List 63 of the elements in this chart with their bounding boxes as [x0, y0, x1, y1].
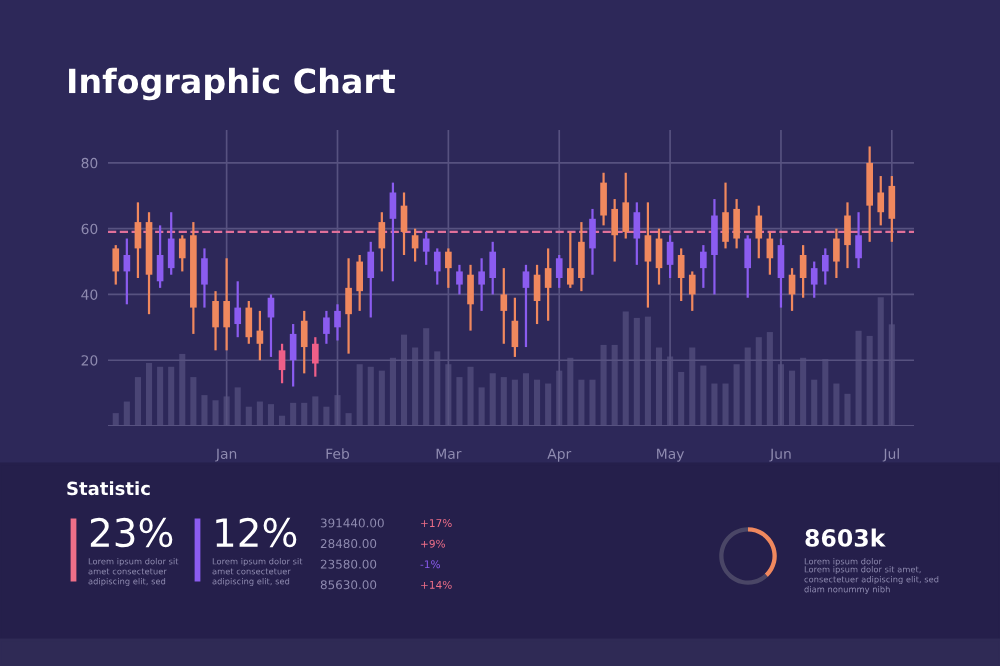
candlestick — [300, 309, 308, 375]
candlestick — [112, 244, 120, 286]
candlestick — [844, 201, 851, 270]
text: 12% — [216, 517, 297, 548]
candlestick — [223, 257, 230, 352]
candlestick — [677, 247, 685, 303]
candlestick — [456, 263, 463, 296]
candlestick — [555, 253, 563, 289]
candlestick — [467, 263, 474, 332]
text: 23% — [90, 517, 173, 548]
candlestick — [234, 280, 242, 339]
candlestick — [755, 204, 763, 260]
candlestick — [334, 303, 341, 342]
candlestick — [622, 171, 630, 240]
bar — [334, 395, 341, 426]
candlestick — [810, 260, 818, 299]
chart-title: Infographic Chart — [69, 67, 396, 101]
candlestick — [522, 263, 530, 349]
candlestick — [578, 220, 585, 293]
candlestick — [799, 244, 807, 299]
candlestick — [711, 197, 718, 296]
candlestick — [489, 240, 497, 296]
candlestick — [422, 230, 430, 266]
candlestick — [644, 201, 652, 309]
candlestick — [888, 174, 896, 243]
candlestick — [167, 211, 175, 276]
candlestick — [722, 181, 729, 250]
text: 8603k — [805, 528, 886, 547]
candlestick — [389, 181, 397, 283]
candlestick — [201, 247, 208, 309]
candlestick — [633, 201, 641, 266]
candlestick — [544, 247, 552, 322]
candlestick — [877, 174, 885, 227]
donut-slice — [748, 527, 777, 577]
candlestick — [212, 290, 219, 352]
candlestick — [600, 171, 607, 227]
candlestick — [666, 234, 674, 280]
text: Statistic — [67, 481, 150, 496]
candlestick — [178, 234, 186, 273]
candlestick — [245, 299, 253, 345]
candlestick — [566, 230, 574, 289]
candlestick — [278, 342, 286, 385]
candlestick — [744, 234, 752, 299]
candlestick — [323, 309, 330, 345]
candlestick — [356, 253, 363, 312]
candlestick — [611, 197, 618, 263]
candlestick — [445, 247, 452, 289]
candlestick — [833, 227, 840, 280]
candlestick — [688, 270, 696, 312]
candlestick — [500, 267, 508, 345]
candlestick — [855, 211, 862, 270]
candlestick — [821, 247, 829, 286]
candlestick — [866, 145, 873, 243]
candlestick — [345, 257, 352, 355]
candlestick — [478, 257, 485, 312]
candlestick — [589, 207, 596, 276]
donut-slice — [719, 527, 768, 585]
candlestick — [700, 244, 707, 289]
candlestick — [367, 240, 375, 319]
candlestick — [433, 247, 441, 286]
candlestick — [311, 336, 319, 378]
candlestick — [777, 237, 785, 309]
candlestick — [733, 197, 740, 250]
